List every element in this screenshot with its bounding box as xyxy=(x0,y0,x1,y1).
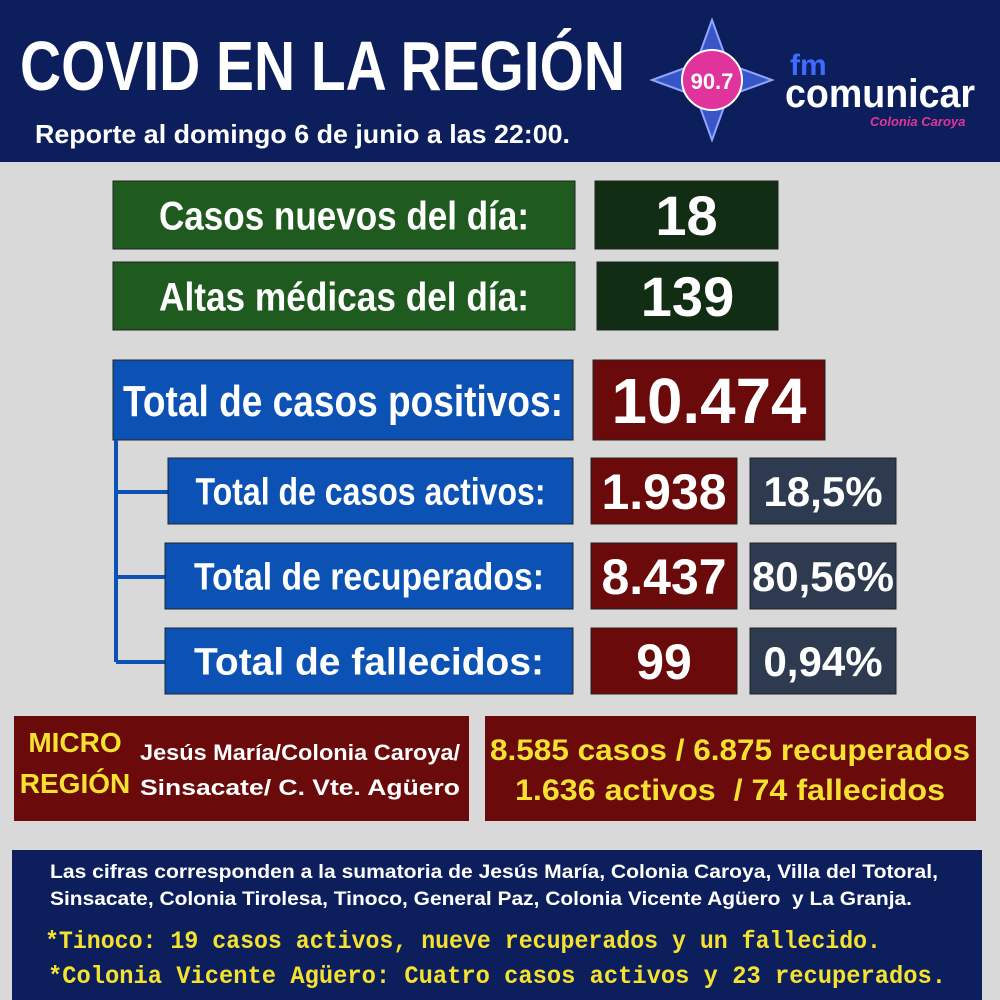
micro-locality: Jesús María/Colonia Caroya/ xyxy=(140,740,460,765)
daily-value-box xyxy=(594,180,779,250)
breakdown-value: 8.437 xyxy=(601,549,726,605)
daily-value-box xyxy=(596,261,779,331)
micro-locality: Sinsacate/ C. Vte. Agüero xyxy=(140,775,460,800)
footer-note: Las cifras corresponden a la sumatoria d… xyxy=(50,862,938,883)
breakdown-percent-box xyxy=(749,627,897,695)
breakdown-percent-box xyxy=(749,542,897,610)
bracket xyxy=(114,440,168,664)
daily-value: 18 xyxy=(655,184,717,247)
daily-label: Casos nuevos del día: xyxy=(159,194,529,238)
breakdown-value: 99 xyxy=(636,634,692,690)
daily-label: Altas médicas del día: xyxy=(159,275,529,319)
logo-location: Colonia Caroya xyxy=(870,114,965,129)
breakdown-value-box xyxy=(590,542,738,610)
footer-highlight: *Colonia Vicente Agüero: Cuatro casos ac… xyxy=(48,962,946,991)
breakdown-value-box xyxy=(590,457,738,525)
header-band xyxy=(0,0,1000,162)
breakdown-percent-box xyxy=(749,457,897,525)
subtitle: Reporte al domingo 6 de junio a las 22:0… xyxy=(35,119,570,149)
stats: Casos nuevos del día: 18 Altas médicas del… xyxy=(12,180,982,1000)
logo-prefix: fm xyxy=(790,49,827,82)
daily-value: 139 xyxy=(641,265,734,328)
logo: 90.7 fm comunicar Colonia Caroya xyxy=(649,17,975,143)
total-label-box xyxy=(112,359,574,441)
micro-title: MICRO xyxy=(28,727,121,758)
total-label: Total de casos positivos: xyxy=(123,377,563,426)
logo-circle xyxy=(681,49,743,111)
breakdown-label: Total de recuperados: xyxy=(194,557,544,599)
micro-figures: 1.636 activos / 74 fallecidos xyxy=(515,774,945,807)
title: COVID EN LA REGIÓN xyxy=(20,27,625,105)
micro-figures: 8.585 casos / 6.875 recuperados xyxy=(490,734,970,767)
footer-box xyxy=(12,850,982,1000)
breakdown-percent: 0,94% xyxy=(763,638,882,685)
breakdown-label-box xyxy=(164,542,574,610)
breakdown-value: 1.938 xyxy=(601,464,726,520)
logo-frequency: 90.7 xyxy=(691,69,734,94)
total-value: 10.474 xyxy=(612,365,807,437)
total-value-box xyxy=(592,359,826,441)
breakdown-percent: 80,56% xyxy=(752,553,894,600)
breakdown-percent: 18,5% xyxy=(763,468,882,515)
breakdown-label-box xyxy=(164,627,574,695)
breakdown-value-box xyxy=(590,627,738,695)
breakdown-label-box xyxy=(167,457,574,525)
micro-title: REGIÓN xyxy=(20,768,130,799)
logo-brand: comunicar xyxy=(785,72,975,116)
micro-right-box xyxy=(485,716,976,821)
daily-label-box xyxy=(112,180,576,250)
breakdown-label: Total de fallecidos: xyxy=(194,642,544,684)
micro-left-box xyxy=(14,716,469,821)
footer-highlight: *Tinoco: 19 casos activos, nueve recuper… xyxy=(45,927,881,956)
daily-label-box xyxy=(112,261,576,331)
breakdown-label: Total de casos activos: xyxy=(196,472,546,514)
footer-note: Sinsacate, Colonia Tirolesa, Tinoco, Gen… xyxy=(50,889,912,910)
